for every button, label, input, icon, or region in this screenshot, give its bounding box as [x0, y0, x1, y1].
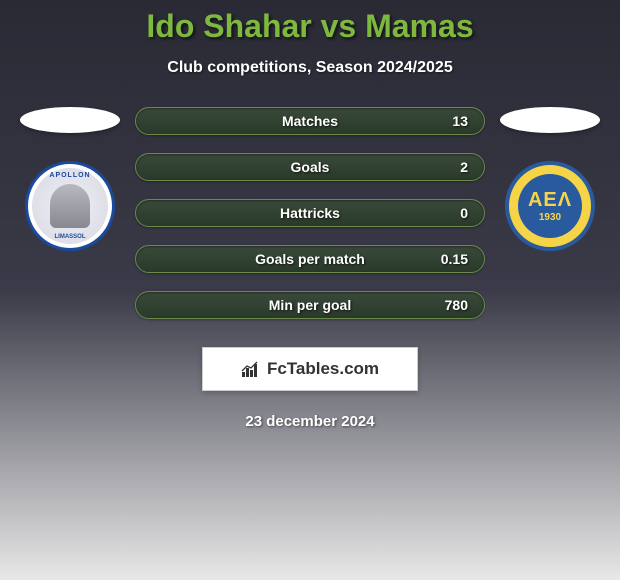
stat-value: 0.15 — [441, 251, 468, 267]
stat-row-goals-per-match: Goals per match 0.15 — [135, 245, 485, 273]
brand-text: FcTables.com — [267, 359, 379, 379]
right-club-badge: ΑΕΛ 1930 — [505, 161, 595, 251]
right-badge-year: 1930 — [539, 212, 561, 223]
stat-row-min-per-goal: Min per goal 780 — [135, 291, 485, 319]
right-badge-inner: ΑΕΛ 1930 — [518, 174, 582, 238]
comparison-card: Ido Shahar vs Mamas Club competitions, S… — [0, 0, 620, 430]
main-area: APOLLON LIMASSOL Matches 13 Goals 2 Hatt… — [0, 107, 620, 319]
stat-value: 2 — [460, 159, 468, 175]
stat-label: Min per goal — [269, 297, 351, 313]
right-column: ΑΕΛ 1930 — [495, 107, 605, 251]
stat-value: 0 — [460, 205, 468, 221]
left-badge-top-text: APOLLON — [49, 172, 90, 179]
left-column: APOLLON LIMASSOL — [15, 107, 125, 251]
stat-row-goals: Goals 2 — [135, 153, 485, 181]
left-badge-bottom-text: LIMASSOL — [55, 234, 86, 240]
subtitle: Club competitions, Season 2024/2025 — [0, 59, 620, 77]
page-title: Ido Shahar vs Mamas — [0, 8, 620, 45]
right-badge-main-text: ΑΕΛ — [528, 189, 572, 212]
stat-label: Hattricks — [280, 205, 340, 221]
stat-row-hattricks: Hattricks 0 — [135, 199, 485, 227]
stat-label: Goals per match — [255, 251, 365, 267]
stat-value: 780 — [445, 297, 468, 313]
stat-label: Matches — [282, 113, 338, 129]
stat-label: Goals — [291, 159, 330, 175]
left-club-badge: APOLLON LIMASSOL — [25, 161, 115, 251]
stats-column: Matches 13 Goals 2 Hattricks 0 Goals per… — [135, 107, 485, 319]
left-ellipse — [20, 107, 120, 133]
stat-value: 13 — [452, 113, 468, 129]
date-text: 23 december 2024 — [0, 413, 620, 430]
bar-chart-icon — [241, 360, 261, 378]
stat-row-matches: Matches 13 — [135, 107, 485, 135]
left-badge-inner: APOLLON LIMASSOL — [32, 168, 108, 244]
right-ellipse — [500, 107, 600, 133]
left-badge-figure-icon — [50, 184, 90, 228]
brand-logo-box: FcTables.com — [202, 347, 418, 391]
